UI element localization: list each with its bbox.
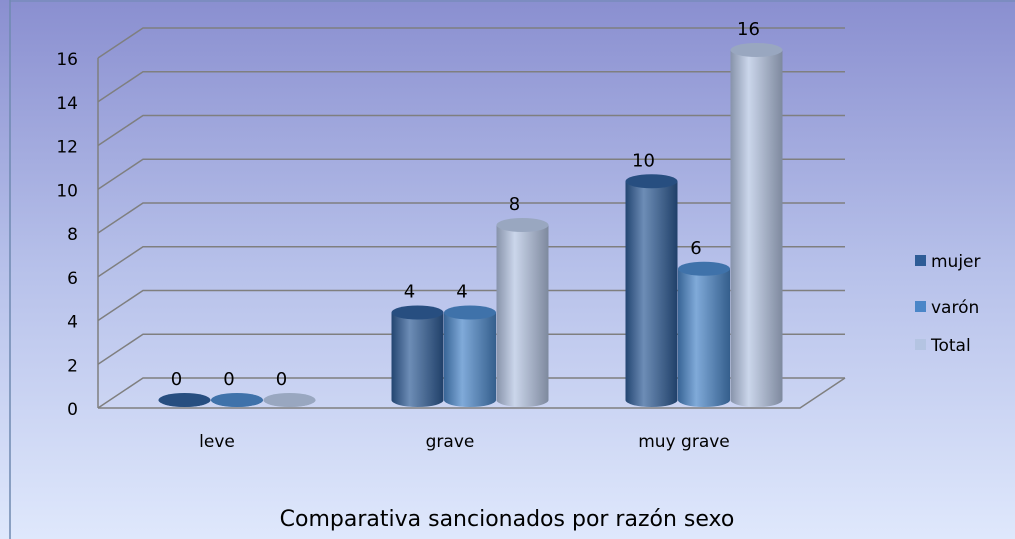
x-tick-label: muy grave — [638, 432, 730, 452]
legend-label: Total — [930, 336, 971, 356]
bar-cap — [730, 43, 783, 57]
bar-cap — [444, 305, 496, 320]
bar-cap — [211, 393, 263, 407]
y-tick-label: 8 — [67, 225, 78, 245]
x-tick-label: leve — [199, 432, 235, 452]
legend-swatch — [915, 255, 926, 266]
grid-line — [97, 27, 845, 59]
value-label: 4 — [456, 282, 467, 303]
y-tick-label: 16 — [56, 50, 78, 70]
bar-cap — [496, 218, 549, 232]
value-label: 4 — [404, 282, 415, 303]
floor — [98, 377, 846, 409]
y-tick-label: 0 — [67, 400, 78, 420]
grid-line — [97, 158, 845, 190]
grid-line — [97, 114, 845, 147]
grid-line — [97, 289, 845, 322]
value-label: 8 — [509, 194, 520, 215]
grid-line — [97, 202, 845, 234]
y-tick-label: 12 — [56, 138, 78, 158]
y-tick-label: 2 — [67, 356, 78, 376]
value-label: 0 — [276, 369, 287, 390]
x-tick-label: grave — [426, 432, 475, 452]
value-label: 0 — [171, 369, 182, 390]
grid-line — [97, 246, 845, 278]
y-tick-label: 6 — [67, 269, 78, 289]
grid-line — [97, 333, 845, 365]
bar — [625, 181, 678, 408]
bar-cap — [678, 261, 730, 276]
value-label: 16 — [737, 19, 760, 40]
chart-title: Comparativa sancionados por razón sexo — [280, 507, 735, 532]
value-label: 10 — [632, 150, 655, 171]
bar — [444, 312, 496, 407]
bar — [496, 225, 549, 408]
bar — [678, 268, 730, 407]
bar-cap — [625, 174, 678, 189]
y-tick-label: 10 — [56, 181, 78, 201]
bar — [391, 312, 444, 408]
value-label: 6 — [690, 238, 701, 259]
bar — [730, 50, 783, 408]
y-tick-label: 4 — [67, 313, 78, 333]
legend-swatch — [915, 301, 926, 312]
y-tick-label: 14 — [56, 94, 78, 114]
legend-label: mujer — [931, 252, 981, 272]
grid-line — [97, 377, 845, 409]
legend-swatch — [915, 339, 926, 350]
bar-cap — [263, 393, 316, 407]
value-label: 0 — [223, 369, 234, 390]
bar-cap — [391, 305, 444, 320]
grid-line — [97, 71, 845, 103]
bar-cap — [158, 393, 211, 407]
legend-label: varón — [931, 298, 979, 318]
